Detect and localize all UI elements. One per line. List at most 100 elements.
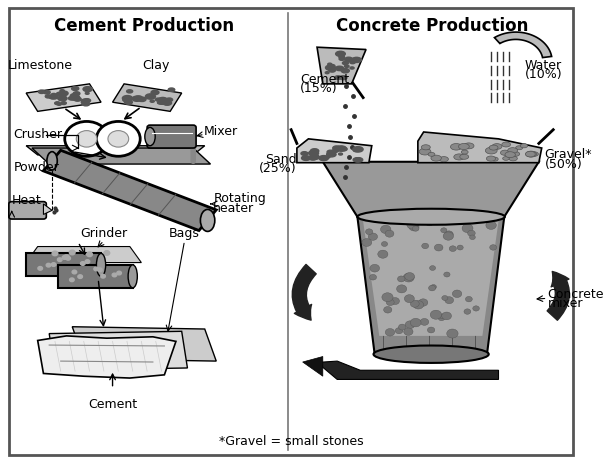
- Ellipse shape: [350, 67, 354, 69]
- Ellipse shape: [47, 152, 57, 170]
- Ellipse shape: [74, 97, 81, 101]
- Ellipse shape: [338, 153, 343, 155]
- Circle shape: [385, 230, 394, 237]
- Circle shape: [442, 296, 448, 301]
- Circle shape: [489, 245, 497, 250]
- Ellipse shape: [335, 66, 344, 71]
- Circle shape: [98, 268, 102, 272]
- Ellipse shape: [516, 146, 523, 150]
- Polygon shape: [58, 265, 133, 288]
- Ellipse shape: [509, 156, 518, 161]
- Ellipse shape: [310, 154, 319, 160]
- Circle shape: [378, 250, 388, 258]
- Circle shape: [70, 250, 75, 255]
- Circle shape: [438, 315, 445, 321]
- Ellipse shape: [86, 92, 89, 95]
- Circle shape: [365, 229, 373, 235]
- Circle shape: [434, 244, 443, 251]
- Polygon shape: [357, 217, 504, 354]
- Ellipse shape: [419, 148, 431, 155]
- Ellipse shape: [302, 156, 310, 160]
- Ellipse shape: [123, 97, 131, 102]
- Ellipse shape: [330, 65, 335, 67]
- Ellipse shape: [341, 69, 349, 73]
- Polygon shape: [26, 247, 141, 263]
- Circle shape: [430, 310, 442, 319]
- Ellipse shape: [486, 156, 496, 161]
- Ellipse shape: [309, 157, 314, 160]
- Ellipse shape: [454, 154, 464, 160]
- Ellipse shape: [439, 157, 448, 162]
- Text: heater: heater: [213, 202, 255, 215]
- Ellipse shape: [325, 71, 329, 74]
- Circle shape: [412, 226, 419, 231]
- Circle shape: [94, 267, 98, 271]
- Circle shape: [428, 285, 436, 291]
- Ellipse shape: [353, 147, 363, 152]
- Circle shape: [404, 295, 414, 302]
- Ellipse shape: [38, 90, 45, 94]
- Ellipse shape: [128, 265, 137, 288]
- Circle shape: [442, 312, 452, 320]
- Ellipse shape: [353, 148, 359, 152]
- Ellipse shape: [145, 127, 155, 146]
- Circle shape: [419, 299, 428, 306]
- Text: mixer: mixer: [547, 297, 583, 310]
- Circle shape: [87, 252, 92, 257]
- Circle shape: [449, 246, 456, 252]
- Ellipse shape: [502, 142, 511, 147]
- Ellipse shape: [327, 63, 332, 65]
- Circle shape: [370, 274, 376, 280]
- Circle shape: [411, 319, 421, 327]
- Ellipse shape: [357, 209, 505, 225]
- Ellipse shape: [59, 91, 68, 96]
- Polygon shape: [297, 139, 371, 163]
- Circle shape: [52, 251, 58, 256]
- Ellipse shape: [511, 152, 520, 156]
- Ellipse shape: [82, 102, 90, 106]
- Polygon shape: [43, 204, 52, 214]
- Polygon shape: [323, 162, 539, 217]
- Ellipse shape: [138, 97, 146, 101]
- Text: Grinder: Grinder: [81, 227, 128, 240]
- Circle shape: [38, 266, 43, 270]
- Text: Cement Production: Cement Production: [54, 18, 234, 35]
- Ellipse shape: [301, 152, 308, 155]
- Ellipse shape: [163, 100, 172, 105]
- Circle shape: [72, 270, 77, 274]
- Circle shape: [117, 271, 122, 275]
- Circle shape: [430, 266, 436, 271]
- Ellipse shape: [44, 91, 50, 94]
- Circle shape: [66, 256, 70, 260]
- Ellipse shape: [329, 69, 335, 72]
- Ellipse shape: [326, 156, 330, 158]
- Polygon shape: [32, 148, 210, 164]
- Ellipse shape: [49, 95, 55, 99]
- Ellipse shape: [70, 94, 79, 98]
- Circle shape: [404, 272, 414, 280]
- Text: Clay: Clay: [142, 59, 169, 72]
- Circle shape: [97, 121, 140, 156]
- Ellipse shape: [125, 100, 133, 104]
- Ellipse shape: [491, 157, 498, 161]
- Circle shape: [112, 273, 117, 277]
- Circle shape: [407, 220, 418, 229]
- Ellipse shape: [135, 96, 142, 100]
- Ellipse shape: [353, 158, 361, 162]
- Circle shape: [397, 285, 407, 293]
- Ellipse shape: [81, 99, 88, 103]
- Circle shape: [381, 242, 387, 247]
- Ellipse shape: [521, 144, 528, 148]
- Ellipse shape: [150, 100, 155, 102]
- Circle shape: [405, 321, 415, 329]
- Ellipse shape: [431, 155, 441, 161]
- Ellipse shape: [500, 150, 510, 155]
- Ellipse shape: [166, 98, 172, 101]
- Polygon shape: [26, 254, 101, 276]
- Circle shape: [85, 260, 90, 263]
- Ellipse shape: [329, 65, 334, 68]
- Text: Rotating: Rotating: [213, 192, 266, 205]
- Ellipse shape: [450, 143, 462, 150]
- Ellipse shape: [464, 143, 474, 149]
- Ellipse shape: [161, 100, 169, 104]
